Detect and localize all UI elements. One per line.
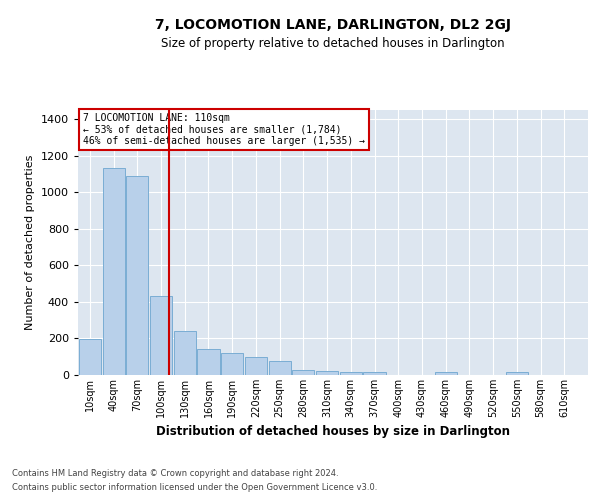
- Bar: [103, 168, 125, 375]
- Bar: [221, 353, 243, 375]
- Text: 7 LOCOMOTION LANE: 110sqm
← 53% of detached houses are smaller (1,784)
46% of se: 7 LOCOMOTION LANE: 110sqm ← 53% of detac…: [83, 112, 365, 146]
- Bar: [340, 372, 362, 375]
- Bar: [197, 350, 220, 375]
- Y-axis label: Number of detached properties: Number of detached properties: [25, 155, 35, 330]
- Bar: [316, 372, 338, 375]
- X-axis label: Distribution of detached houses by size in Darlington: Distribution of detached houses by size …: [156, 426, 510, 438]
- Bar: [269, 362, 290, 375]
- Text: Contains HM Land Registry data © Crown copyright and database right 2024.: Contains HM Land Registry data © Crown c…: [12, 468, 338, 477]
- Bar: [506, 372, 528, 375]
- Bar: [126, 176, 148, 375]
- Bar: [292, 370, 314, 375]
- Text: Size of property relative to detached houses in Darlington: Size of property relative to detached ho…: [161, 38, 505, 51]
- Bar: [79, 340, 101, 375]
- Bar: [364, 372, 386, 375]
- Bar: [150, 296, 172, 375]
- Bar: [173, 331, 196, 375]
- Bar: [434, 372, 457, 375]
- Text: 7, LOCOMOTION LANE, DARLINGTON, DL2 2GJ: 7, LOCOMOTION LANE, DARLINGTON, DL2 2GJ: [155, 18, 511, 32]
- Bar: [245, 356, 267, 375]
- Text: Contains public sector information licensed under the Open Government Licence v3: Contains public sector information licen…: [12, 484, 377, 492]
